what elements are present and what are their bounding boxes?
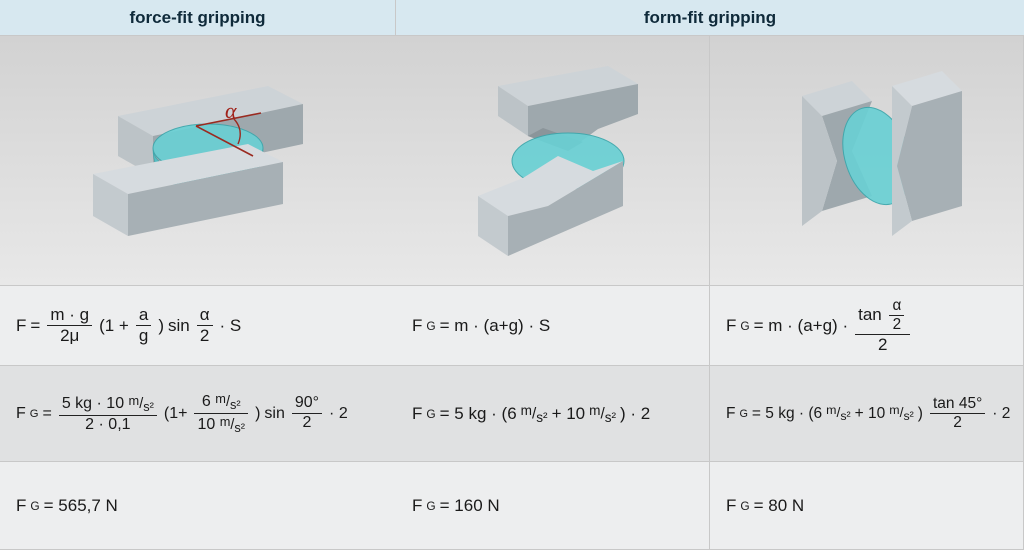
result-col1: FG = 565,7 N	[0, 462, 396, 550]
gripper-illustration-vnotch	[428, 56, 678, 266]
calc-text: FG = 5 kg · (6 m/s² + 10 m/s² ) · 2	[412, 403, 650, 425]
formula-col3: FG = m · (a+g) · tan α 2 2	[710, 286, 1024, 366]
result-text: FG = 565,7 N	[16, 496, 118, 516]
diagram-form-fit-vertical	[710, 36, 1024, 286]
diagram-force-fit: α	[0, 36, 396, 286]
gripper-illustration-flat	[48, 56, 348, 266]
result-col2: FG = 160 N	[396, 462, 710, 550]
formula-text: FG = m · (a+g) · S	[412, 316, 550, 336]
formula-col2: FG = m · (a+g) · S	[396, 286, 710, 366]
alpha-symbol: α	[225, 98, 237, 124]
formula-col1: F = m · g 2μ (1 + a g ) sin α 2 · S	[0, 286, 396, 366]
header-label: form-fit gripping	[644, 8, 776, 28]
result-text: FG = 160 N	[412, 496, 500, 516]
gripper-illustration-vnotch-vertical	[742, 56, 992, 266]
calc-col1: FG = 5 kg · 10 m/s² 2 · 0,1 (1+ 6 m/s² 1…	[0, 366, 396, 462]
header-form-fit: form-fit gripping	[396, 0, 1024, 36]
result-text: FG = 80 N	[726, 496, 804, 516]
header-label: force-fit gripping	[130, 8, 266, 28]
calc-text: FG = 5 kg · 10 m/s² 2 · 0,1 (1+ 6 m/s² 1…	[16, 392, 348, 435]
formula-text: FG = m · (a+g) · tan α 2 2	[726, 298, 913, 354]
header-force-fit: force-fit gripping	[0, 0, 396, 36]
formula-text: F = m · g 2μ (1 + a g ) sin α 2 · S	[16, 306, 241, 345]
calc-col3: FG = 5 kg · (6 m/s² + 10 m/s² ) tan 45° …	[710, 366, 1024, 462]
calc-text: FG = 5 kg · (6 m/s² + 10 m/s² ) tan 45° …	[726, 396, 1010, 432]
result-col3: FG = 80 N	[710, 462, 1024, 550]
diagram-form-fit-horizontal	[396, 36, 710, 286]
calc-col2: FG = 5 kg · (6 m/s² + 10 m/s² ) · 2	[396, 366, 710, 462]
